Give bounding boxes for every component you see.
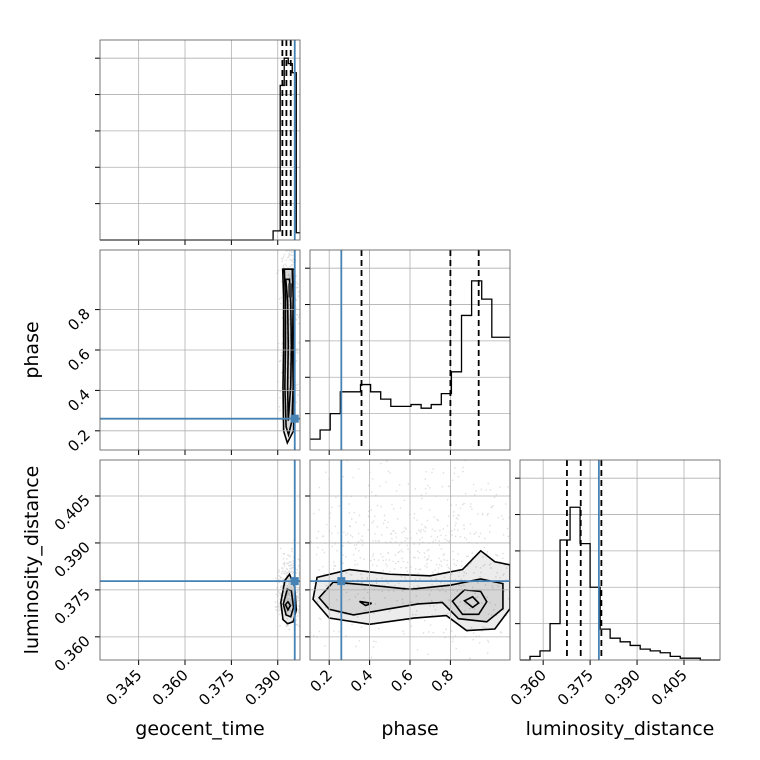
y-tick-label: 0.2 <box>64 426 94 456</box>
y-axis-label: luminosity_distance <box>21 466 43 655</box>
truth-marker <box>290 414 299 423</box>
truth-marker <box>337 577 346 586</box>
y-tick-label: 0.390 <box>51 538 94 581</box>
panel-frame <box>309 459 511 661</box>
x-tick-label: 0.2 <box>306 666 336 696</box>
contour-line <box>318 578 504 623</box>
x-axis-label: luminosity_distance <box>526 718 715 740</box>
contour-line <box>280 572 298 625</box>
truth-marker <box>290 577 299 586</box>
contour-line <box>463 595 480 609</box>
frames-layer <box>99 39 721 661</box>
y-tick-label: 0.4 <box>64 386 94 416</box>
y-axis-label: phase <box>21 321 43 378</box>
y-tick-label: 0.8 <box>64 305 94 335</box>
marks-layer <box>100 40 720 661</box>
x-tick-label: 0.360 <box>149 666 192 709</box>
x-tick-label: 0.360 <box>507 666 550 709</box>
y-tick-label: 0.375 <box>51 585 94 628</box>
sample-points <box>274 539 300 637</box>
y-tick-label: 0.405 <box>51 491 94 534</box>
x-tick-label: 0.8 <box>428 666 458 696</box>
histogram-phase <box>310 280 510 440</box>
sample-points <box>310 460 510 660</box>
x-tick-label: 0.6 <box>387 666 417 696</box>
x-tick-label: 0.345 <box>102 666 145 709</box>
panel-frame <box>519 459 721 661</box>
x-tick-label: 0.390 <box>241 666 284 709</box>
x-axis-label: phase <box>381 718 438 740</box>
x-tick-label: 0.375 <box>554 666 597 709</box>
contour-line <box>282 588 295 618</box>
histogram-geocent_time <box>100 57 300 241</box>
contour-line <box>359 600 372 607</box>
y-tick-label: 0.360 <box>51 632 94 675</box>
x-axis-label: geocent_time <box>135 718 264 740</box>
x-tick-label: 0.375 <box>195 666 238 709</box>
y-tick-label: 0.6 <box>64 345 94 375</box>
x-tick-label: 0.4 <box>347 666 377 696</box>
grid-layer <box>95 40 720 665</box>
density-layer <box>274 250 510 660</box>
panel-frame <box>99 249 301 451</box>
x-tick-label: 0.390 <box>601 666 644 709</box>
density-peak <box>288 283 292 298</box>
contour-line <box>284 600 292 612</box>
panel-frame <box>99 459 301 661</box>
panel-frame <box>99 39 301 241</box>
density-luminosity_distance_vs_phase <box>310 460 510 660</box>
contour-line <box>312 549 510 632</box>
panel-frame <box>309 249 511 451</box>
x-tick-label: 0.405 <box>648 666 691 709</box>
density-phase_vs_geocent_time <box>276 250 300 446</box>
contour-line <box>283 268 294 438</box>
labels-layer: 0.345 0.360 0.375 0.390 0.2 0.4 0.6 0.8 0.360 0.3… <box>21 305 714 740</box>
histogram-luminosity_distance <box>520 506 720 661</box>
density-luminosity_distance_vs_geocent_time <box>274 539 300 637</box>
